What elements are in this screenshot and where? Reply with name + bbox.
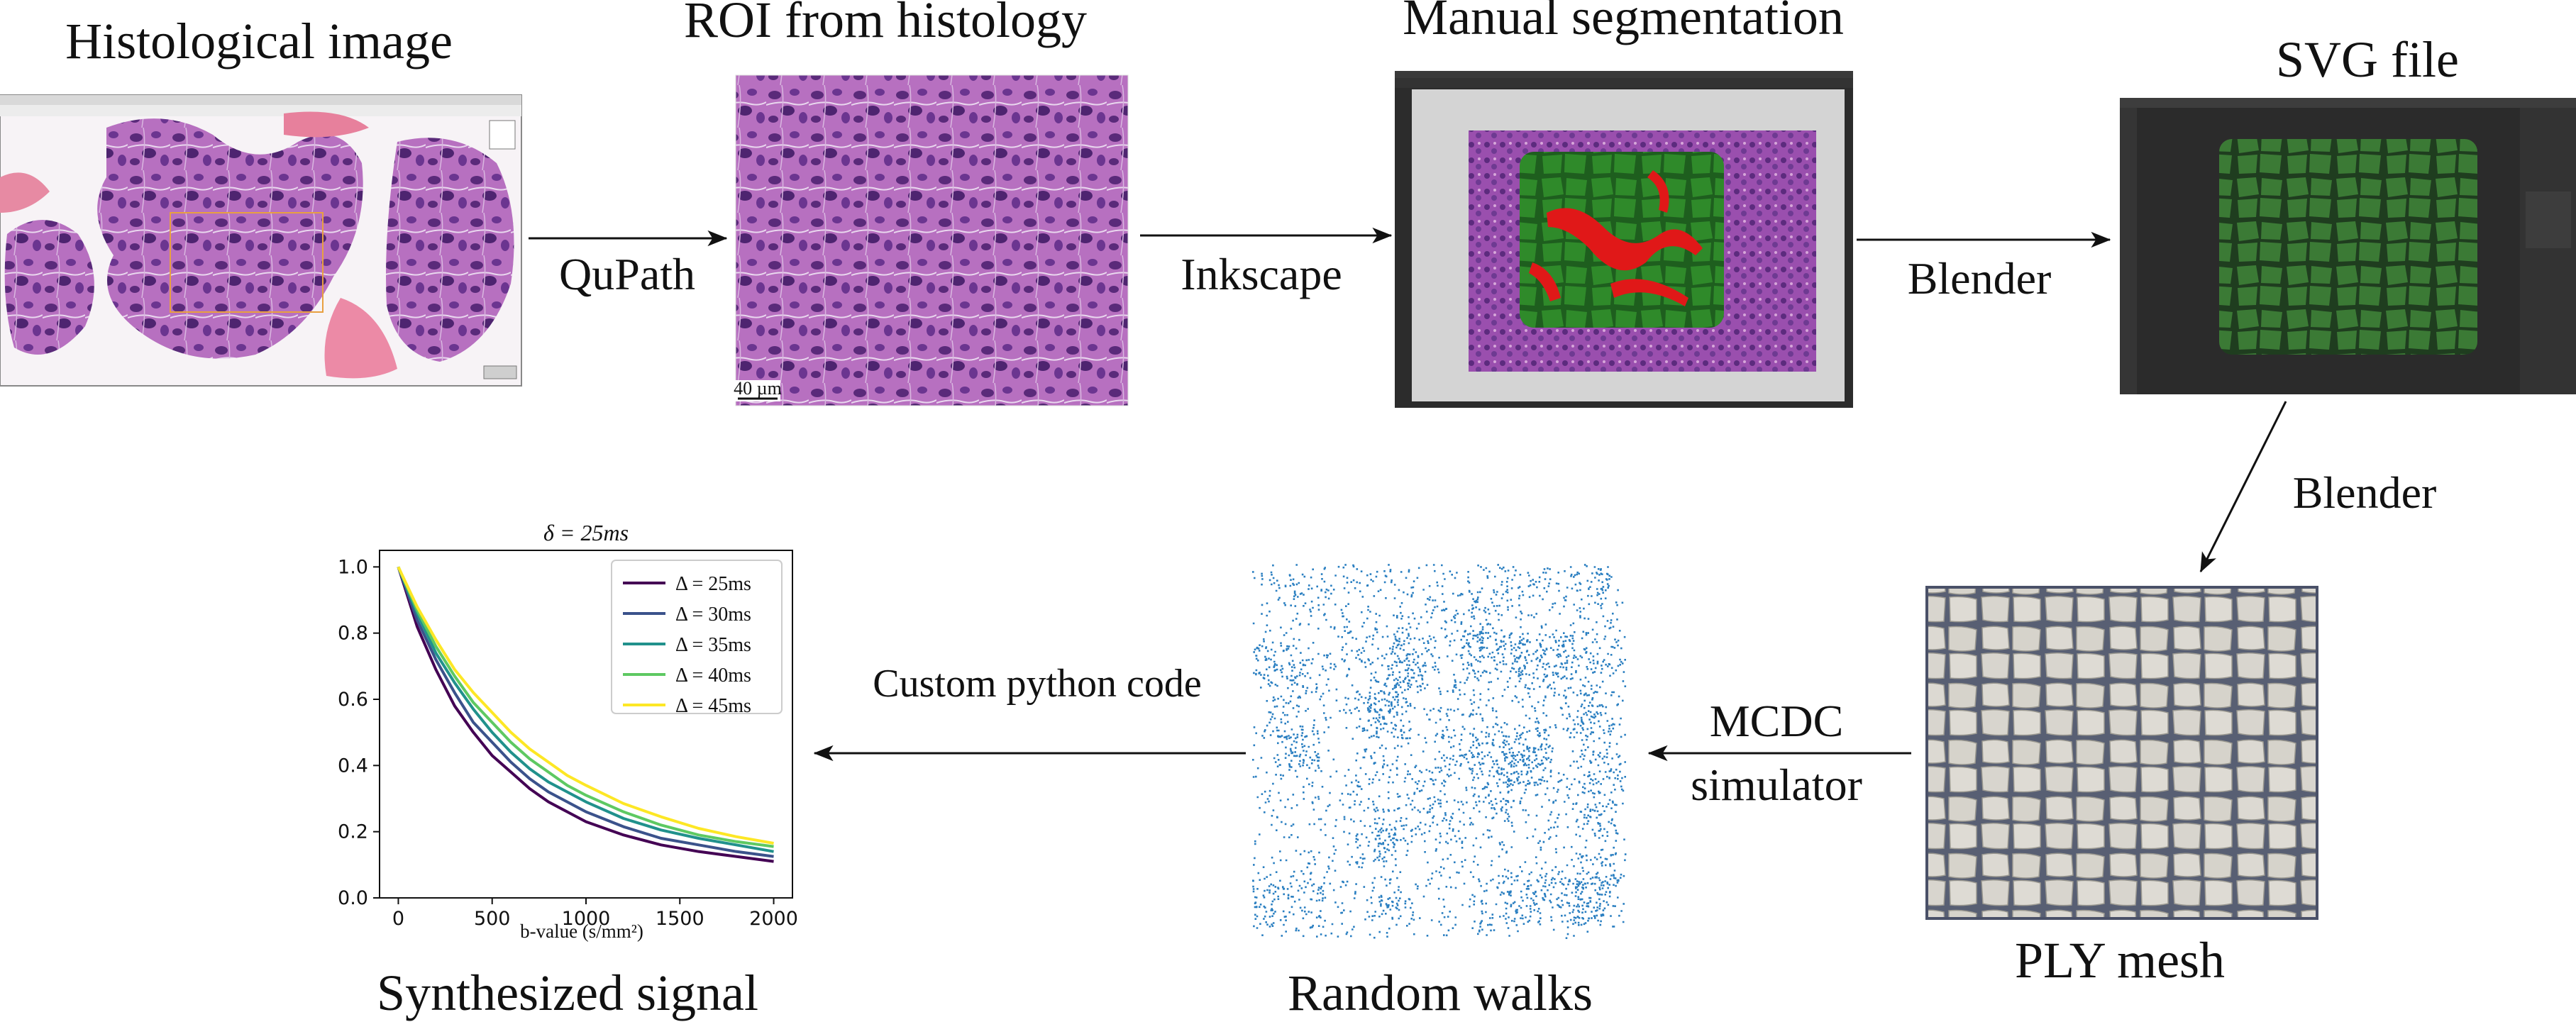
y-tick-label: 0.6	[338, 689, 368, 711]
y-tick-label: 1.0	[338, 556, 368, 578]
y-tick-label: 0.8	[338, 623, 368, 645]
x-tick-label: 500	[474, 908, 511, 930]
chart-legend: Δ = 25ms Δ = 30ms Δ = 35ms Δ = 40ms Δ = 45ms	[611, 560, 783, 717]
chart-ticks: 0 500 1000 1500 2000 0.0 0.2 0.4 0.6 0.8 1.0	[338, 556, 798, 930]
y-tick-label: 0.2	[338, 821, 368, 843]
legend-entry: Δ = 45ms	[675, 695, 751, 717]
label-mcdc-line2: simulator	[1691, 760, 1862, 810]
walk-points	[1252, 564, 1627, 939]
chart-xlabel: b-value (s/mm²)	[520, 921, 643, 942]
title-roi: ROI from histology	[684, 0, 1087, 48]
label-blender-2: Blender	[2293, 467, 2437, 518]
label-blender-1: Blender	[1908, 253, 2052, 304]
panel-histological-image	[0, 94, 522, 387]
histology-tissue	[0, 111, 514, 379]
label-custom-code: Custom python code	[873, 662, 1202, 706]
series-line-1	[397, 566, 774, 863]
chart-frame	[379, 550, 793, 899]
y-tick-label: 0.4	[338, 755, 368, 777]
y-tick-label: 0.0	[338, 887, 368, 909]
x-tick-label: 2000	[749, 908, 798, 930]
title-synthesized-signal: Synthesized signal	[377, 965, 758, 1021]
panel-svg-file	[2120, 98, 2576, 394]
series-line-4	[397, 566, 774, 848]
series-line-5	[397, 566, 774, 845]
legend-entry: Δ = 30ms	[675, 604, 751, 626]
signal-chart: δ = 25ms b-value (s/mm²) 0 500 1000 1500 200…	[338, 520, 798, 942]
label-inkscape: Inkscape	[1181, 249, 1342, 299]
title-random-walks: Random walks	[1288, 965, 1593, 1021]
arrow-blender-2	[2199, 401, 2287, 573]
chart-lines	[397, 566, 774, 863]
label-qupath: QuPath	[559, 249, 695, 299]
title-ply-mesh: PLY mesh	[2015, 932, 2225, 989]
panel-ply-mesh	[1925, 586, 2318, 920]
x-tick-label: 0	[392, 908, 404, 930]
panel-random-walks	[1252, 564, 1627, 939]
series-line-2	[397, 566, 774, 858]
title-histological-image: Histological image	[65, 13, 453, 70]
chart-title: δ = 25ms	[543, 520, 629, 545]
legend-entry: Δ = 25ms	[675, 573, 751, 595]
legend-entry: Δ = 35ms	[675, 634, 751, 656]
title-manual-segmentation: Manual segmentation	[1403, 0, 1844, 45]
panel-roi: 40 µm	[734, 74, 1129, 406]
title-svg-file: SVG file	[2276, 31, 2459, 88]
x-tick-label: 1000	[562, 908, 611, 930]
legend-entry: Δ = 40ms	[675, 665, 751, 687]
label-mcdc-line1: MCDC	[1710, 696, 1844, 746]
panel-manual-segmentation	[1395, 71, 1853, 408]
series-line-3	[397, 566, 774, 853]
x-tick-label: 1500	[656, 908, 704, 930]
roi-scale-bar-label: 40 µm	[734, 378, 782, 399]
